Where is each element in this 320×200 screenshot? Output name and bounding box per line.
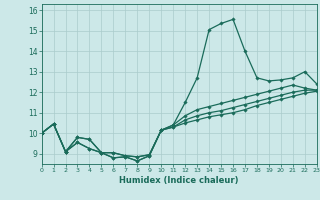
X-axis label: Humidex (Indice chaleur): Humidex (Indice chaleur): [119, 176, 239, 185]
